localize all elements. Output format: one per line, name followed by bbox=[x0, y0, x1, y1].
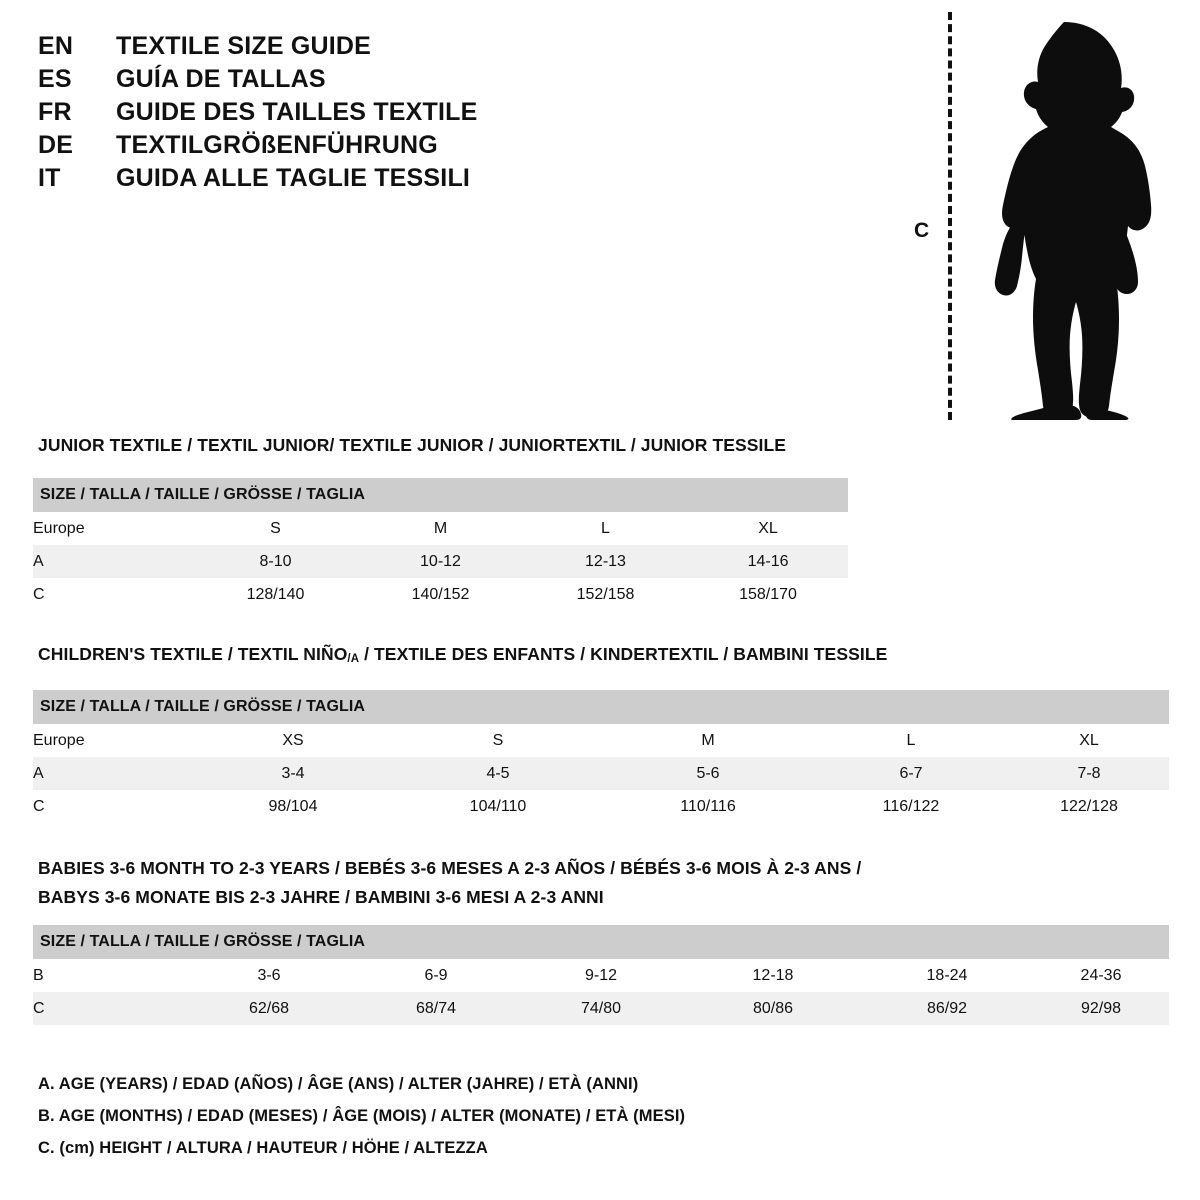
junior-table-bar-row: SIZE / TALLA / TAILLE / GRÖSSE / TAGLIA bbox=[33, 478, 849, 512]
table-cell: 4-5 bbox=[393, 757, 603, 790]
title-lang-code: IT bbox=[38, 164, 61, 192]
children-heading-sub: /A bbox=[347, 653, 360, 665]
table-cell: XS bbox=[193, 724, 393, 757]
table-cell: 3-6 bbox=[183, 959, 355, 992]
junior-section-heading: JUNIOR TEXTILE / TEXTIL JUNIOR/ TEXTILE … bbox=[38, 435, 787, 455]
title-row: EN TEXTILE SIZE GUIDE bbox=[38, 30, 598, 63]
legend-line-c: C. (cm) HEIGHT / ALTURA / HAUTEUR / HÖHE… bbox=[38, 1139, 488, 1157]
table-cell: 80/86 bbox=[685, 992, 861, 1025]
table-cell: 140/152 bbox=[358, 578, 523, 611]
table-cell: 14-16 bbox=[688, 545, 849, 578]
table-row: A 3-4 4-5 5-6 6-7 7-8 bbox=[33, 757, 1170, 790]
toddler-silhouette-icon bbox=[994, 22, 1152, 420]
table-cell: 62/68 bbox=[183, 992, 355, 1025]
table-cell: 8-10 bbox=[193, 545, 358, 578]
children-size-table: SIZE / TALLA / TAILLE / GRÖSSE / TAGLIA … bbox=[33, 690, 1170, 823]
table-cell: 6-7 bbox=[813, 757, 1009, 790]
children-section-heading: CHILDREN'S TEXTILE / TEXTIL NIÑO/A / TEX… bbox=[38, 641, 887, 672]
table-row: C 98/104 104/110 110/116 116/122 122/128 bbox=[33, 790, 1170, 823]
table-cell: 158/170 bbox=[688, 578, 849, 611]
children-table-bar-row: SIZE / TALLA / TAILLE / GRÖSSE / TAGLIA bbox=[33, 690, 1170, 724]
title-lang-code: FR bbox=[38, 98, 72, 126]
table-cell: S bbox=[393, 724, 603, 757]
table-row: B 3-6 6-9 9-12 12-18 18-24 24-36 bbox=[33, 959, 1170, 992]
table-row: C 62/68 68/74 74/80 80/86 86/92 92/98 bbox=[33, 992, 1170, 1025]
height-dashed-line bbox=[948, 12, 952, 420]
row-label: B bbox=[33, 959, 183, 992]
header-section: EN TEXTILE SIZE GUIDE ES GUÍA DE TALLAS … bbox=[0, 0, 1200, 430]
table-cell: 116/122 bbox=[813, 790, 1009, 823]
children-heading-post: / TEXTILE DES ENFANTS / KINDERTEXTIL / B… bbox=[359, 644, 888, 664]
table-cell: 152/158 bbox=[523, 578, 688, 611]
table-row: Europe XS S M L XL bbox=[33, 724, 1170, 757]
title-row: ES GUÍA DE TALLAS bbox=[38, 63, 598, 96]
table-cell: 68/74 bbox=[355, 992, 517, 1025]
table-cell: 12-18 bbox=[685, 959, 861, 992]
title-row: DE TEXTILGRÖßENFÜHRUNG bbox=[38, 129, 598, 162]
table-cell: L bbox=[813, 724, 1009, 757]
table-cell: 98/104 bbox=[193, 790, 393, 823]
table-cell: 6-9 bbox=[355, 959, 517, 992]
title-lang-code: DE bbox=[38, 131, 74, 159]
babies-table-bar-row: SIZE / TALLA / TAILLE / GRÖSSE / TAGLIA bbox=[33, 925, 1170, 959]
legend-line-a: A. AGE (YEARS) / EDAD (AÑOS) / ÂGE (ANS)… bbox=[38, 1075, 639, 1093]
table-cell: 5-6 bbox=[603, 757, 813, 790]
row-label: Europe bbox=[33, 512, 193, 545]
title-row: IT GUIDA ALLE TAGLIE TESSILI bbox=[38, 162, 598, 195]
row-label: C bbox=[33, 790, 193, 823]
table-cell: 12-13 bbox=[523, 545, 688, 578]
table-row: A 8-10 10-12 12-13 14-16 bbox=[33, 545, 849, 578]
table-cell: 10-12 bbox=[358, 545, 523, 578]
junior-size-table: SIZE / TALLA / TAILLE / GRÖSSE / TAGLIA … bbox=[33, 478, 849, 611]
title-text: GUIDE DES TAILLES TEXTILE bbox=[116, 98, 478, 126]
table-cell: 18-24 bbox=[861, 959, 1033, 992]
table-cell: 24-36 bbox=[1033, 959, 1170, 992]
table-cell: XL bbox=[1009, 724, 1170, 757]
row-label: A bbox=[33, 545, 193, 578]
table-cell: 122/128 bbox=[1009, 790, 1170, 823]
table-cell: 104/110 bbox=[393, 790, 603, 823]
row-label: C bbox=[33, 992, 183, 1025]
title-text: TEXTILGRÖßENFÜHRUNG bbox=[116, 131, 438, 159]
table-row: C 128/140 140/152 152/158 158/170 bbox=[33, 578, 849, 611]
title-text: GUIDA ALLE TAGLIE TESSILI bbox=[116, 164, 471, 192]
row-label: C bbox=[33, 578, 193, 611]
title-lang-code: ES bbox=[38, 65, 72, 93]
height-label-c: C bbox=[914, 219, 930, 242]
row-label: Europe bbox=[33, 724, 193, 757]
table-cell: 128/140 bbox=[193, 578, 358, 611]
table-cell: M bbox=[358, 512, 523, 545]
legend-line-b: B. AGE (MONTHS) / EDAD (MESES) / ÂGE (MO… bbox=[38, 1107, 686, 1125]
legend-block: A. AGE (YEARS) / EDAD (AÑOS) / ÂGE (ANS)… bbox=[38, 1068, 938, 1164]
table-cell: 86/92 bbox=[861, 992, 1033, 1025]
multilingual-title-list: EN TEXTILE SIZE GUIDE ES GUÍA DE TALLAS … bbox=[38, 30, 598, 195]
table-row: Europe S M L XL bbox=[33, 512, 849, 545]
table-cell: 7-8 bbox=[1009, 757, 1170, 790]
title-lang-code: EN bbox=[38, 32, 74, 60]
table-cell: XL bbox=[688, 512, 849, 545]
babies-table-bar-label: SIZE / TALLA / TAILLE / GRÖSSE / TAGLIA bbox=[33, 925, 1170, 959]
table-cell: 74/80 bbox=[517, 992, 685, 1025]
table-cell: 9-12 bbox=[517, 959, 685, 992]
title-text: TEXTILE SIZE GUIDE bbox=[116, 32, 372, 60]
title-row: FR GUIDE DES TAILLES TEXTILE bbox=[38, 96, 598, 129]
children-table-bar-label: SIZE / TALLA / TAILLE / GRÖSSE / TAGLIA bbox=[33, 690, 1170, 724]
junior-table-bar-label: SIZE / TALLA / TAILLE / GRÖSSE / TAGLIA bbox=[33, 478, 849, 512]
babies-section-heading-line1: BABIES 3-6 MONTH TO 2-3 YEARS / BEBÉS 3-… bbox=[38, 858, 862, 878]
babies-section-heading-line2: BABYS 3-6 MONATE BIS 2-3 JAHRE / BAMBINI… bbox=[38, 887, 604, 907]
table-cell: S bbox=[193, 512, 358, 545]
babies-size-table: SIZE / TALLA / TAILLE / GRÖSSE / TAGLIA … bbox=[33, 925, 1170, 1025]
table-cell: 3-4 bbox=[193, 757, 393, 790]
table-cell: 92/98 bbox=[1033, 992, 1170, 1025]
height-measurement-figure: C bbox=[900, 12, 1170, 422]
table-cell: L bbox=[523, 512, 688, 545]
title-text: GUÍA DE TALLAS bbox=[116, 65, 326, 93]
table-cell: 110/116 bbox=[603, 790, 813, 823]
table-cell: M bbox=[603, 724, 813, 757]
row-label: A bbox=[33, 757, 193, 790]
children-heading-pre: CHILDREN'S TEXTILE / TEXTIL NIÑO bbox=[38, 644, 348, 664]
